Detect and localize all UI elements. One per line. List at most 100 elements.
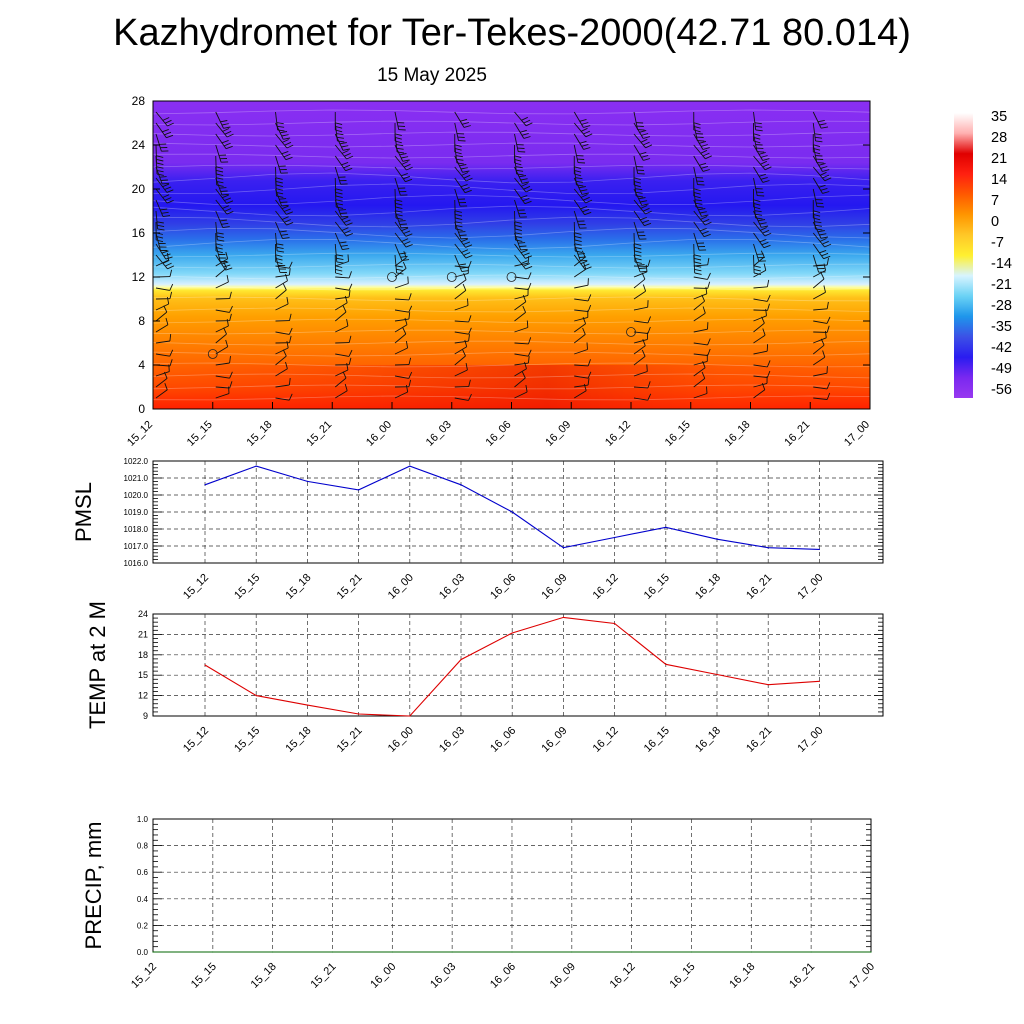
wind-barb	[753, 315, 767, 322]
heatmap-contour	[153, 216, 870, 228]
wind-barb	[514, 177, 527, 193]
wind-barb-feather	[882, 186, 888, 189]
wind-barb-feather	[408, 379, 412, 387]
wind-barb	[693, 367, 706, 377]
wind-barb-feather	[873, 222, 880, 224]
wind-barb	[574, 284, 589, 289]
wind-barb-feather	[341, 150, 349, 154]
wind-barb-feather	[288, 268, 291, 276]
wind-barb-feather	[642, 219, 650, 224]
wind-barb-feather	[524, 361, 527, 369]
wind-barb-feather	[882, 373, 884, 380]
wind-barb-feather	[822, 169, 830, 172]
wind-barb-feather	[463, 174, 471, 179]
wind-barb-feather	[702, 152, 710, 157]
wind-barb	[275, 274, 290, 278]
wind-barb-feather	[519, 175, 527, 178]
heatmap-contour	[153, 307, 870, 313]
temp-2m-x-tick-label: 16_21	[744, 725, 774, 755]
pmsl-axis-title: PMSL	[71, 482, 96, 542]
wind-barb-feather	[875, 236, 882, 237]
x-tick-label: 16_15	[663, 419, 693, 449]
wind-barb	[633, 133, 646, 149]
wind-barb	[633, 111, 639, 130]
wind-barb	[873, 314, 885, 321]
wind-barb-feather	[335, 268, 343, 272]
x-tick-label: 16_21	[782, 419, 812, 449]
pmsl-point	[511, 511, 513, 513]
heatmap-contour	[153, 205, 870, 217]
wind-barb	[753, 166, 764, 183]
wind-barb	[693, 378, 706, 388]
precip-x-tick-label: 16_09	[548, 961, 578, 991]
wind-barb-feather	[396, 272, 404, 275]
wind-barb-feather	[225, 251, 229, 259]
wind-barb-feather	[403, 175, 411, 180]
heatmap-contour	[153, 131, 870, 137]
wind-barb-feather	[707, 348, 711, 356]
wind-barb-feather	[463, 241, 471, 245]
wind-barb-feather	[342, 371, 347, 379]
wind-barb	[873, 367, 884, 376]
precip-point	[511, 951, 513, 953]
wind-barb-feather	[885, 189, 891, 192]
pmsl-x-tick-label: 15_21	[335, 572, 365, 602]
wind-barb-feather	[277, 250, 285, 253]
wind-barb-feather	[216, 180, 224, 184]
wind-barb-feather	[584, 211, 592, 216]
pmsl-y-tick-label: 1018.0	[124, 525, 149, 534]
wind-barb-feather	[707, 338, 711, 346]
wind-barb-feather	[288, 378, 291, 386]
temp-2m-x-tick-label: 15_12	[181, 725, 211, 755]
colorbar-label: -35	[991, 319, 1012, 335]
wind-barb-feather	[340, 244, 348, 247]
wind-barb-feather	[885, 353, 886, 360]
wind-barb-feather	[405, 385, 409, 393]
wind-barb-feather	[580, 194, 588, 198]
wind-barb-feather	[348, 349, 353, 357]
wind-barb	[873, 331, 887, 332]
pmsl-point	[818, 548, 821, 551]
wind-barb	[454, 346, 467, 355]
wind-barb	[514, 301, 527, 311]
wind-barb-feather	[583, 125, 591, 128]
wind-barb-feather	[702, 169, 710, 172]
wind-barb-feather	[159, 176, 167, 178]
wind-barb-feather	[577, 253, 585, 255]
temp-2m-point	[409, 715, 411, 717]
wind-barb-feather	[395, 213, 403, 217]
wind-barb-feather	[223, 264, 231, 268]
wind-barb-feather	[701, 165, 709, 169]
wind-barb-feather	[698, 208, 706, 211]
wind-barb-feather	[634, 254, 642, 257]
wind-barb-feather	[344, 383, 348, 391]
wind-barb-feather	[693, 195, 701, 199]
wind-barb-feather	[162, 215, 171, 218]
wind-barb-feather	[408, 357, 412, 365]
wind-barb	[873, 123, 881, 139]
pmsl-point	[204, 484, 206, 486]
wind-barb-feather	[220, 190, 228, 192]
wind-barb-feather	[335, 129, 343, 133]
wind-barb-feather	[347, 254, 349, 262]
wind-barb-feather	[637, 264, 645, 266]
wind-barb-feather	[524, 200, 532, 205]
wind-barb	[574, 375, 589, 379]
wind-barb	[155, 287, 170, 291]
temp-2m-point	[511, 632, 513, 634]
temp-2m-y-tick-label: 12	[138, 691, 148, 701]
wind-barb-feather	[164, 197, 172, 201]
temp-2m-point	[716, 673, 718, 676]
wind-barb-feather	[820, 171, 827, 176]
wind-barb-feather	[519, 129, 527, 133]
wind-barb	[873, 343, 887, 345]
wind-barb-feather	[342, 148, 350, 151]
wind-barb	[215, 188, 227, 204]
wind-barb-feather	[458, 263, 466, 266]
wind-barb	[633, 320, 648, 324]
wind-barb-feather	[229, 305, 233, 313]
wind-barb-feather	[282, 237, 290, 240]
wind-barb-feather	[408, 371, 413, 379]
wind-barb	[394, 232, 407, 248]
x-tick-label: 17_00	[842, 419, 872, 449]
